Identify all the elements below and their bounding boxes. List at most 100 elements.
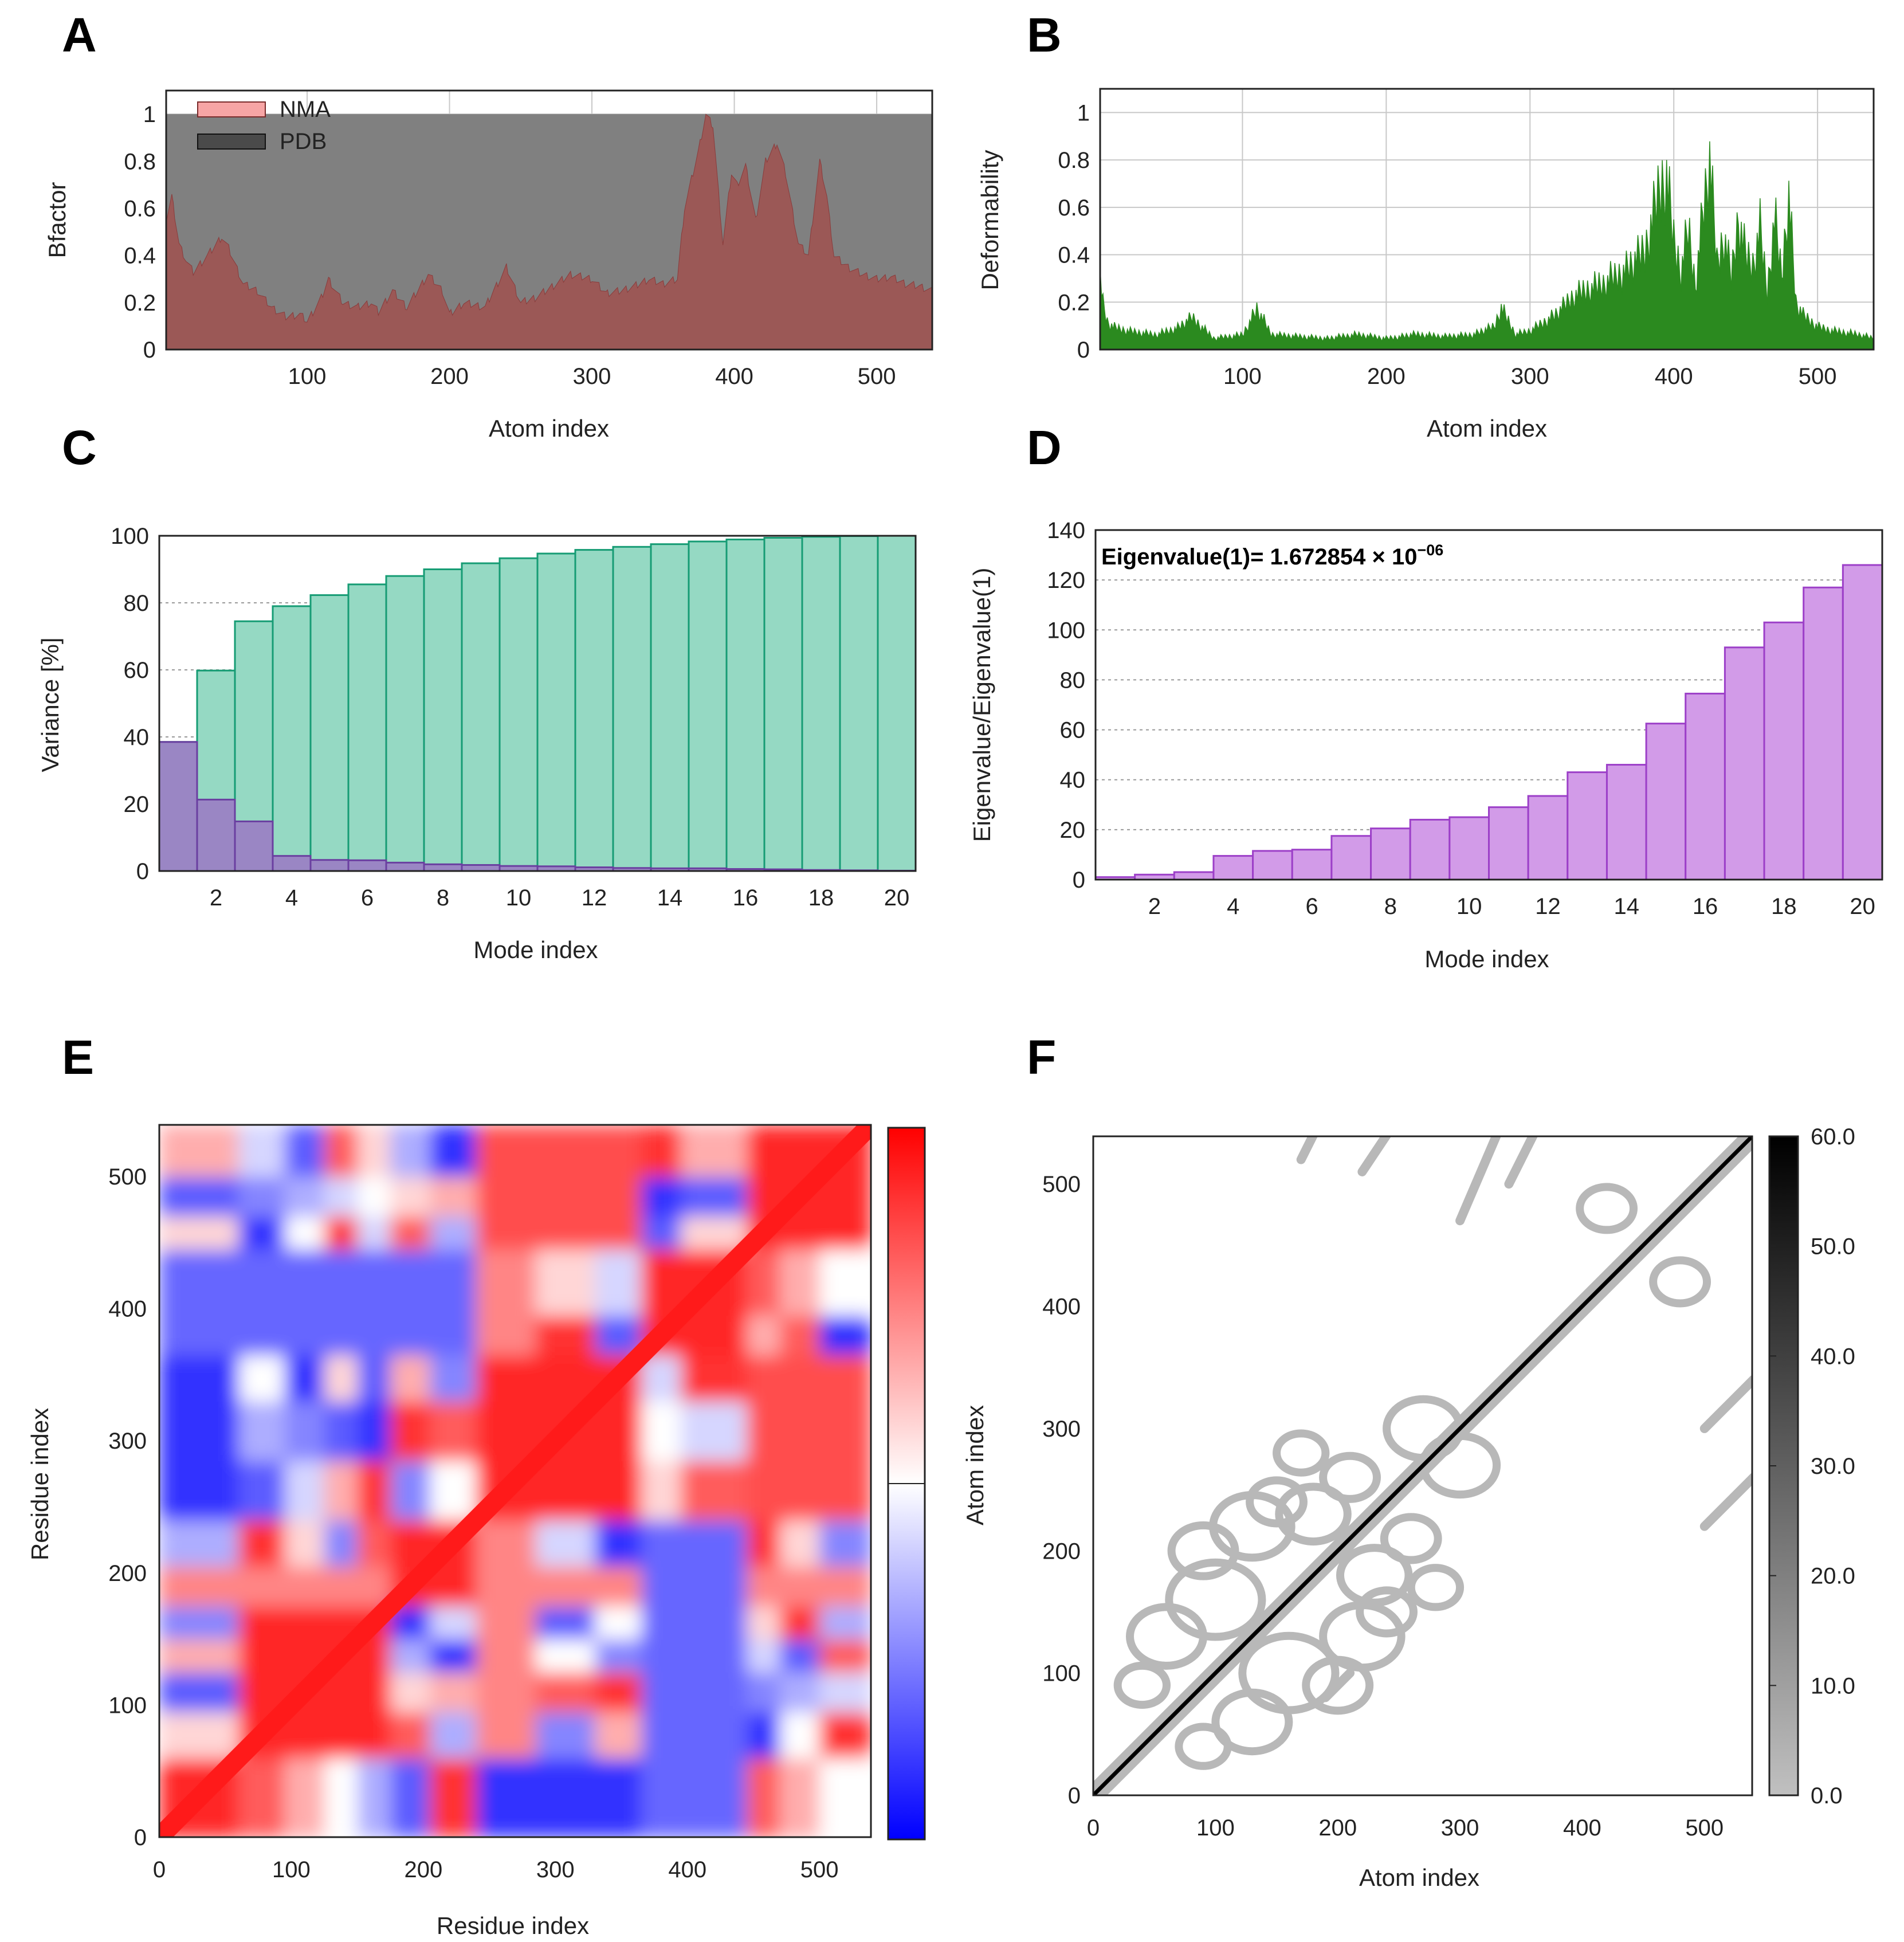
corr-block-0-12 bbox=[159, 1216, 240, 1250]
corr-block-10-11 bbox=[641, 1249, 682, 1316]
eigenvalue-bar-4 bbox=[1212, 855, 1254, 881]
colorbar-tick-label-4: 40.0 bbox=[1811, 1344, 1855, 1369]
colorbar-tick-label-3: 30.0 bbox=[1811, 1454, 1855, 1479]
individual-bar-4 bbox=[272, 855, 312, 872]
corr-block-11-0 bbox=[681, 1757, 748, 1837]
xtick-label-2: 300 bbox=[573, 364, 611, 389]
ytick-label-2: 40 bbox=[1060, 768, 1086, 793]
ytick-label-3: 0.6 bbox=[124, 196, 156, 221]
ytick-label-4: 0.8 bbox=[1058, 148, 1090, 173]
panel-f-ticks: 0 100 200 300 400 500 0 100 200 300 400 500 0.0 10.0 2… bbox=[1042, 1124, 1855, 1841]
panel-d-chart: 0 20 40 60 80 100 120 140 2 4 6 8 10 12 14 16 18 20 Eigen… bbox=[968, 518, 1883, 972]
xtick-label-1: 4 bbox=[285, 885, 298, 911]
ytick-label-5: 100 bbox=[1047, 618, 1085, 643]
cumulative-bar-10 bbox=[498, 557, 539, 872]
contact-ring-7 bbox=[1275, 1482, 1352, 1546]
ytick-label-4: 80 bbox=[124, 591, 150, 616]
corr-block-7-12 bbox=[476, 1216, 536, 1250]
eigenvalue-bar-10 bbox=[1448, 816, 1490, 881]
corr-block-11-2 bbox=[681, 1672, 748, 1712]
corr-block-2-11 bbox=[284, 1249, 325, 1316]
ytick-label-2: 0.4 bbox=[1058, 243, 1090, 268]
corr-block-14-1 bbox=[819, 1711, 871, 1759]
corr-block-9-12 bbox=[595, 1216, 642, 1250]
corr-block-4-13 bbox=[357, 1176, 391, 1217]
corr-block-12-7 bbox=[747, 1460, 781, 1521]
cumulative-bar-4 bbox=[272, 605, 312, 872]
corr-block-1-14 bbox=[238, 1125, 285, 1177]
xtick-label-6: 14 bbox=[657, 885, 683, 911]
corr-block-11-4 bbox=[681, 1606, 748, 1640]
corr-block-1-5 bbox=[238, 1566, 285, 1607]
contact-ring-17 bbox=[1380, 1513, 1442, 1564]
corr-block-13-4 bbox=[780, 1606, 821, 1640]
corr-block-3-6 bbox=[324, 1520, 358, 1567]
corr-block-8-0 bbox=[535, 1757, 596, 1837]
eigenvalue-bar-11 bbox=[1488, 806, 1529, 881]
corr-block-2-14 bbox=[284, 1125, 325, 1177]
panel-d-eigenvalue-bars bbox=[1094, 564, 1883, 881]
eigenvalue-bar-6 bbox=[1291, 849, 1333, 881]
xtick-label-1: 200 bbox=[1367, 364, 1406, 389]
panel-a-legend: NMA PDB bbox=[197, 97, 331, 154]
corr-block-8-14 bbox=[535, 1125, 596, 1177]
xtick-label-3: 400 bbox=[715, 364, 753, 389]
corr-block-5-11 bbox=[390, 1249, 431, 1316]
corr-block-14-6 bbox=[819, 1520, 871, 1567]
cumulative-bar-5 bbox=[309, 594, 350, 872]
cumulative-bar-7 bbox=[385, 575, 425, 872]
panel-b-frame bbox=[1099, 88, 1875, 351]
eigenvalue-bar-14 bbox=[1605, 764, 1647, 881]
corr-block-4-6 bbox=[357, 1520, 391, 1567]
ytick-label-1: 20 bbox=[124, 792, 150, 817]
corr-block-11-6 bbox=[681, 1520, 748, 1567]
eigenvalue-bar-19 bbox=[1803, 586, 1844, 881]
corr-block-0-5 bbox=[159, 1566, 240, 1607]
corr-block-5-7 bbox=[390, 1460, 431, 1521]
contact-ring-18 bbox=[1113, 1661, 1171, 1709]
corr-block-0-4 bbox=[159, 1606, 240, 1640]
xtick-label-0: 0 bbox=[153, 1857, 166, 1882]
legend-label-pdb: PDB bbox=[280, 129, 327, 154]
xtick-label-5: 500 bbox=[800, 1857, 839, 1882]
xtick-label-5: 12 bbox=[582, 885, 607, 911]
corr-block-7-3 bbox=[476, 1639, 536, 1673]
contact-ring-4 bbox=[1126, 1603, 1208, 1670]
corr-block-5-14 bbox=[390, 1125, 431, 1177]
corr-block-10-4 bbox=[641, 1606, 682, 1640]
corr-block-1-10 bbox=[238, 1315, 285, 1356]
xtick-label-0: 100 bbox=[288, 364, 327, 389]
xtick-label-1: 100 bbox=[1196, 1815, 1235, 1841]
corr-block-3-0 bbox=[324, 1757, 358, 1837]
cumulative-bar-19 bbox=[839, 535, 879, 872]
contact-ring-11 bbox=[1576, 1183, 1638, 1234]
colorbar-tick-label-2: 20.0 bbox=[1811, 1564, 1855, 1589]
corr-block-12-0 bbox=[747, 1757, 781, 1837]
cumulative-bar-18 bbox=[801, 536, 841, 872]
ytick-label-0: 0 bbox=[143, 338, 156, 363]
corr-block-12-8 bbox=[747, 1400, 781, 1461]
corr-block-11-14 bbox=[681, 1125, 748, 1177]
legend-label-nma: NMA bbox=[280, 97, 331, 122]
corr-block-8-5 bbox=[535, 1566, 596, 1607]
corr-block-3-9 bbox=[324, 1355, 358, 1402]
corr-block-1-3 bbox=[238, 1639, 285, 1673]
corr-block-3-14 bbox=[324, 1125, 358, 1177]
corr-block-11-8 bbox=[681, 1400, 748, 1461]
corr-block-11-10 bbox=[681, 1315, 748, 1356]
contact-ring-5 bbox=[1211, 1688, 1293, 1756]
corr-block-0-6 bbox=[159, 1520, 240, 1567]
eigenvalue-bar-7 bbox=[1330, 835, 1372, 881]
corr-block-9-11 bbox=[595, 1249, 642, 1316]
corr-block-4-11 bbox=[357, 1249, 391, 1316]
panel-a-nma-area bbox=[166, 113, 932, 350]
corr-block-12-5 bbox=[747, 1566, 781, 1607]
corr-block-5-1 bbox=[390, 1711, 431, 1759]
contact-ring-15 bbox=[1356, 1586, 1418, 1638]
panel-d-ticks: 0 20 40 60 80 100 120 140 2 4 6 8 10 12 14 16 18 20 bbox=[1047, 518, 1875, 919]
corr-block-13-10 bbox=[780, 1315, 821, 1356]
ytick-label-4: 400 bbox=[108, 1297, 147, 1322]
xtick-label-3: 8 bbox=[437, 885, 449, 911]
contact-ring-20 bbox=[1273, 1429, 1330, 1477]
contact-ring-10 bbox=[1649, 1256, 1711, 1308]
